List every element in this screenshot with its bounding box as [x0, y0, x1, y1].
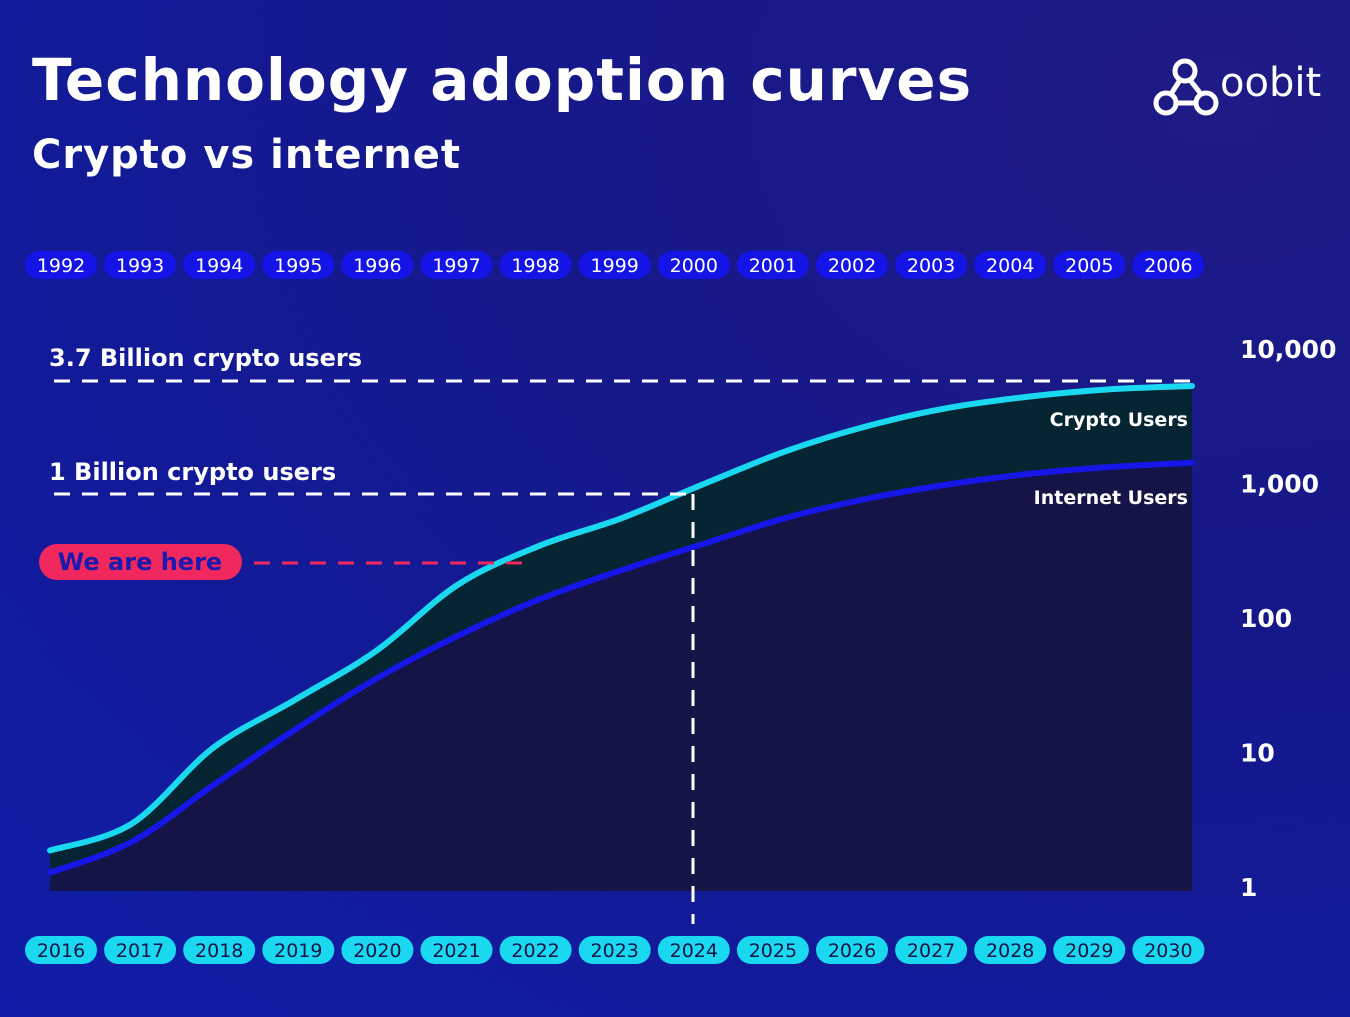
internet-year-label: 2001: [749, 255, 797, 277]
internet-year-pill: [895, 251, 968, 279]
internet-year-label: 2000: [670, 255, 718, 277]
oobit-logo: oobit: [1152, 58, 1332, 120]
internet-year-label: 1995: [274, 255, 322, 277]
we-are-here-badge: [39, 544, 242, 580]
internet-year-pill: [104, 251, 177, 279]
crypto-year-pill: [25, 936, 97, 964]
internet-year-pill: [1132, 251, 1205, 279]
internet-year-label: 2003: [907, 255, 955, 277]
crypto-year-label: 2021: [432, 940, 480, 962]
internet-year-pill: [578, 251, 651, 279]
crypto-year-pill: [420, 936, 493, 964]
crypto-gap-fill: [50, 386, 1192, 873]
crypto-year-pill: [1053, 936, 1126, 964]
internet-year-pill: [1053, 251, 1126, 279]
internet-year-pill: [183, 251, 256, 279]
crypto-year-label: 2016: [37, 940, 85, 962]
crypto-year-label: 2025: [749, 940, 797, 962]
y-tick-label: 10: [1240, 739, 1275, 768]
internet-year-label: 2002: [828, 255, 876, 277]
internet-year-pill: [25, 251, 97, 279]
crypto-year-label: 2018: [195, 940, 243, 962]
crypto-year-pill: [736, 936, 809, 964]
crypto-year-pill: [104, 936, 177, 964]
internet-year-pill: [736, 251, 809, 279]
we-are-here-label: We are here: [58, 548, 222, 576]
internet-year-label: 1997: [432, 255, 480, 277]
crypto-year-pill: [262, 936, 335, 964]
y-tick-label: 1,000: [1240, 470, 1319, 499]
crypto-year-label: 2019: [274, 940, 322, 962]
crypto-year-pill: [657, 936, 730, 964]
y-tick-label: 10,000: [1240, 335, 1336, 364]
crypto-year-pill: [895, 936, 968, 964]
internet-year-label: 2005: [1065, 255, 1113, 277]
internet-year-pill: [499, 251, 572, 279]
y-tick-label: 1: [1240, 873, 1257, 902]
crypto-year-pill: [499, 936, 572, 964]
logo-text: oobit: [1220, 60, 1322, 106]
crypto-year-label: 2023: [591, 940, 639, 962]
crypto-year-label: 2029: [1065, 940, 1113, 962]
page-title: Technology adoption curves: [32, 46, 973, 114]
annotation-3-7b: 3.7 Billion crypto users: [49, 344, 362, 372]
internet-year-label: 1996: [353, 255, 401, 277]
crypto-year-label: 2027: [907, 940, 955, 962]
internet-year-pill: [420, 251, 493, 279]
crypto-year-label: 2024: [670, 940, 718, 962]
internet-year-label: 1998: [511, 255, 559, 277]
crypto-year-label: 2028: [986, 940, 1034, 962]
page-subtitle: Crypto vs internet: [32, 132, 462, 178]
internet-users-line: [47, 459, 1195, 876]
internet-area-fill: [50, 462, 1192, 891]
crypto-year-pill: [816, 936, 888, 964]
crypto-year-label: 2026: [828, 940, 876, 962]
crypto-year-pill: [974, 936, 1047, 964]
internet-year-label: 1993: [116, 255, 164, 277]
internet-series-label: Internet Users: [1034, 487, 1188, 509]
crypto-year-label: 2020: [353, 940, 401, 962]
internet-year-label: 2006: [1144, 255, 1192, 277]
crypto-year-pill: [578, 936, 651, 964]
internet-year-label: 1999: [591, 255, 639, 277]
annotation-1b: 1 Billion crypto users: [49, 458, 336, 486]
crypto-year-label: 2017: [116, 940, 164, 962]
internet-year-label: 2004: [986, 255, 1034, 277]
crypto-series-label: Crypto Users: [1050, 409, 1188, 431]
crypto-year-label: 2030: [1144, 940, 1192, 962]
crypto-year-pill: [341, 936, 414, 964]
internet-year-pill: [974, 251, 1047, 279]
y-tick-label: 100: [1240, 604, 1292, 633]
internet-year-label: 1994: [195, 255, 243, 277]
internet-year-pill: [657, 251, 730, 279]
crypto-year-label: 2022: [511, 940, 559, 962]
internet-year-label: 1992: [37, 255, 85, 277]
crypto-year-pill: [183, 936, 256, 964]
internet-year-pill: [816, 251, 888, 279]
crypto-year-pill: [1132, 936, 1205, 964]
crypto-users-line: [47, 383, 1195, 854]
internet-year-pill: [262, 251, 335, 279]
oobit-logo-icon: [1153, 58, 1219, 116]
internet-year-pill: [341, 251, 414, 279]
